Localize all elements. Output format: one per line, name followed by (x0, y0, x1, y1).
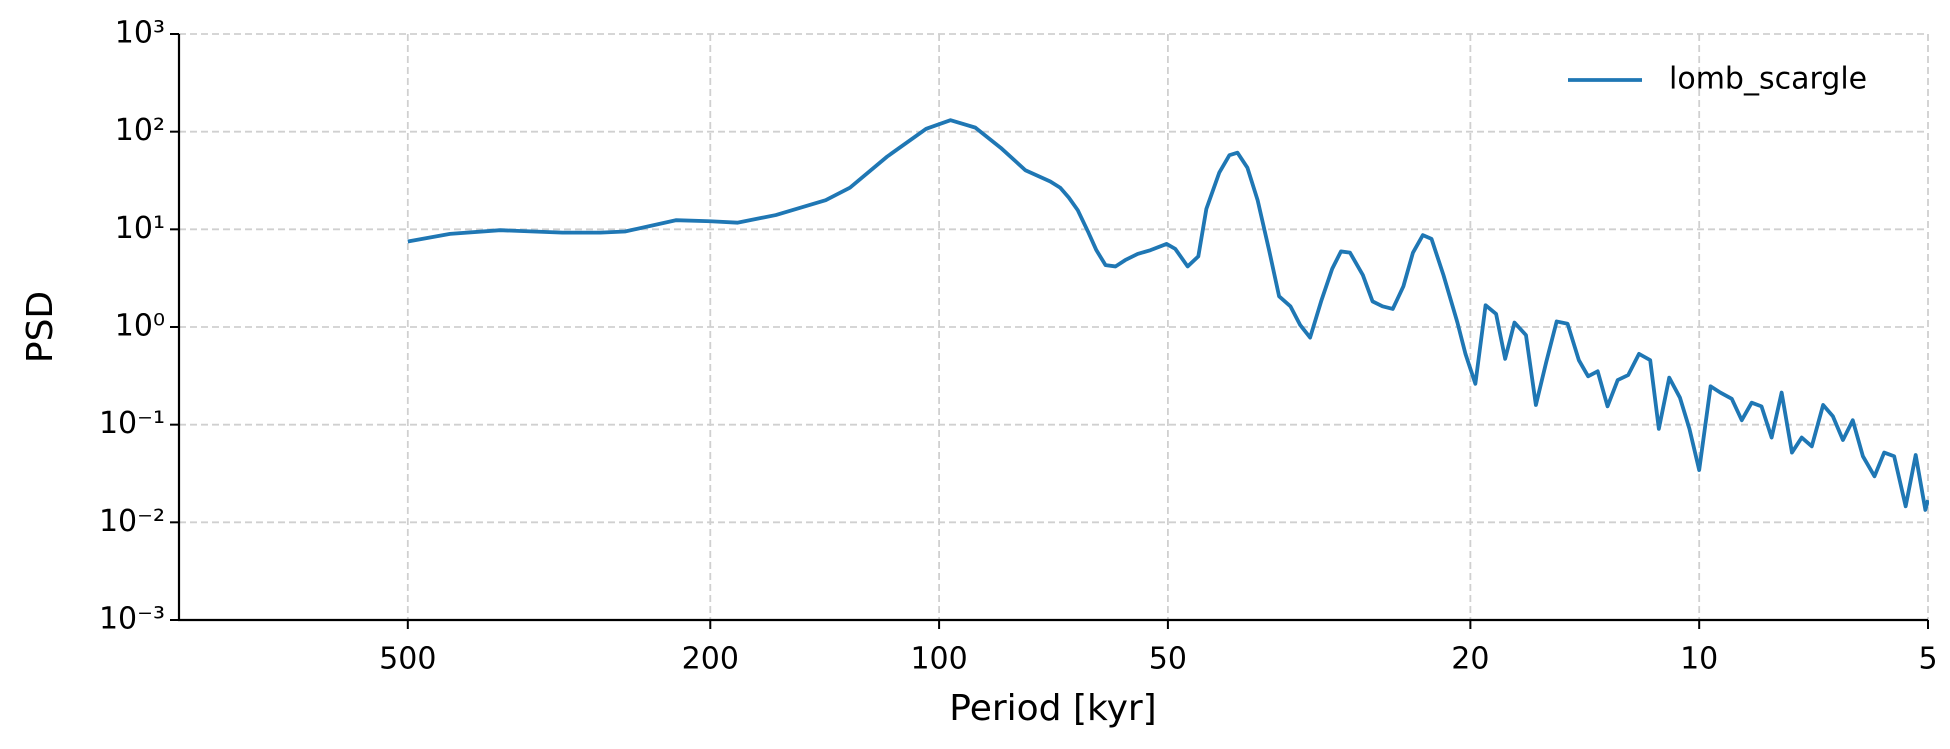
grid (179, 33, 1929, 621)
x-tick-label: 10 (1680, 642, 1718, 677)
data-line (407, 118, 1929, 512)
y-tick-label: 10⁰ (115, 309, 165, 344)
y-tick-label: 10³ (115, 16, 165, 51)
y-axis-label: PSD (20, 291, 61, 363)
y-tick-label: 10² (115, 113, 165, 148)
y-tick-label: 10¹ (115, 211, 165, 246)
x-tick-label: 200 (682, 642, 739, 677)
ticks: 500 200 100 50 20 10 5 10³ 10² 10¹ 10⁰ 10⁻¹ 10⁻² 10⁻³ (99, 16, 1938, 677)
x-tick-label: 5 (1918, 642, 1937, 677)
x-axis-label: Period [kyr] (949, 688, 1156, 729)
legend: lomb_scargle (1568, 62, 1867, 97)
x-tick-label: 100 (910, 642, 967, 677)
y-tick-label: 10⁻³ (99, 602, 165, 637)
x-tick-label: 20 (1451, 642, 1489, 677)
x-tick-label: 50 (1149, 642, 1187, 677)
plot-area (407, 118, 1929, 512)
y-tick-label: 10⁻¹ (99, 406, 165, 441)
legend-label: lomb_scargle (1669, 62, 1867, 97)
y-tick-label: 10⁻² (99, 504, 165, 539)
x-tick-label: 500 (379, 642, 436, 677)
